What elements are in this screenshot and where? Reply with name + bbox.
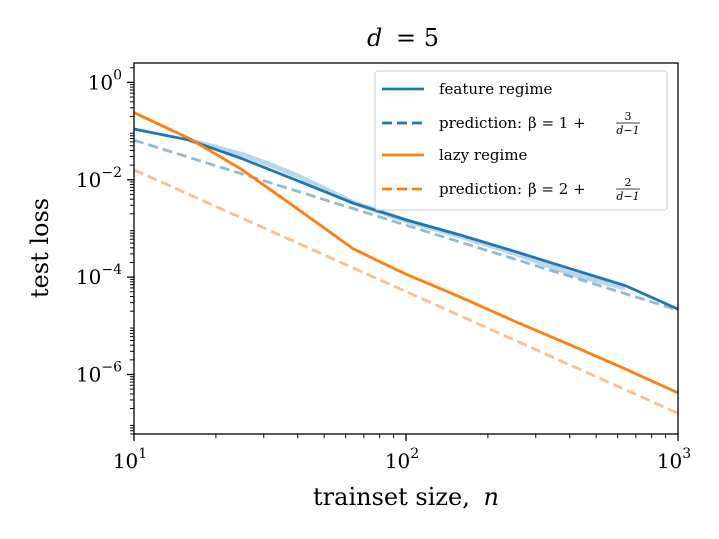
legend-label-3: prediction: β = 2 +: [439, 180, 586, 198]
legend-frac-num-3: 2: [625, 176, 632, 189]
x-axis: 101 102 103: [113, 434, 691, 473]
y-tick-label-1: 10−2: [76, 165, 122, 192]
x-axis-label-text: trainset size,: [313, 483, 470, 511]
chart-title: d = 5: [367, 24, 439, 52]
x-tick-label-1: 102: [385, 446, 419, 473]
chart-title-value: = 5: [396, 24, 439, 52]
y-tick-label-2: 10−4: [76, 262, 122, 289]
x-tick-label-0: 101: [113, 446, 147, 473]
legend-frame: [374, 70, 668, 211]
y-tick-label-0: 100: [88, 67, 122, 94]
legend-label-0: feature regime: [439, 80, 553, 98]
series-layer: [134, 111, 678, 415]
y-axis: 100 10−2 10−4 10−6: [76, 67, 134, 435]
series-line-4: [134, 168, 678, 415]
legend-frac-den-3: d−1: [616, 190, 639, 203]
series-line-1: [188, 137, 626, 291]
legend-label-2: lazy regime: [439, 146, 528, 164]
legend-item-0: feature regime: [382, 80, 553, 98]
series-line-0: [134, 127, 678, 311]
y-tick-label-3: 10−6: [76, 360, 122, 387]
y-axis-label: test loss: [26, 198, 54, 298]
legend-item-3: prediction: β = 2 + 2d−1: [382, 176, 640, 203]
chart-title-variable: d: [367, 24, 382, 52]
legend-frac-num-1: 3: [625, 110, 632, 123]
series-line-2: [134, 138, 678, 312]
legend-item-2: lazy regime: [382, 146, 528, 164]
legend-label-1: prediction: β = 1 +: [439, 114, 586, 132]
series-line-3: [134, 111, 678, 395]
x-axis-label: trainset size, n: [313, 483, 499, 511]
legend-item-1: prediction: β = 1 + 3d−1: [382, 110, 640, 137]
x-axis-label-variable: n: [484, 483, 499, 511]
legend-frac-den-1: d−1: [616, 124, 639, 137]
x-tick-label-2: 103: [657, 446, 691, 473]
